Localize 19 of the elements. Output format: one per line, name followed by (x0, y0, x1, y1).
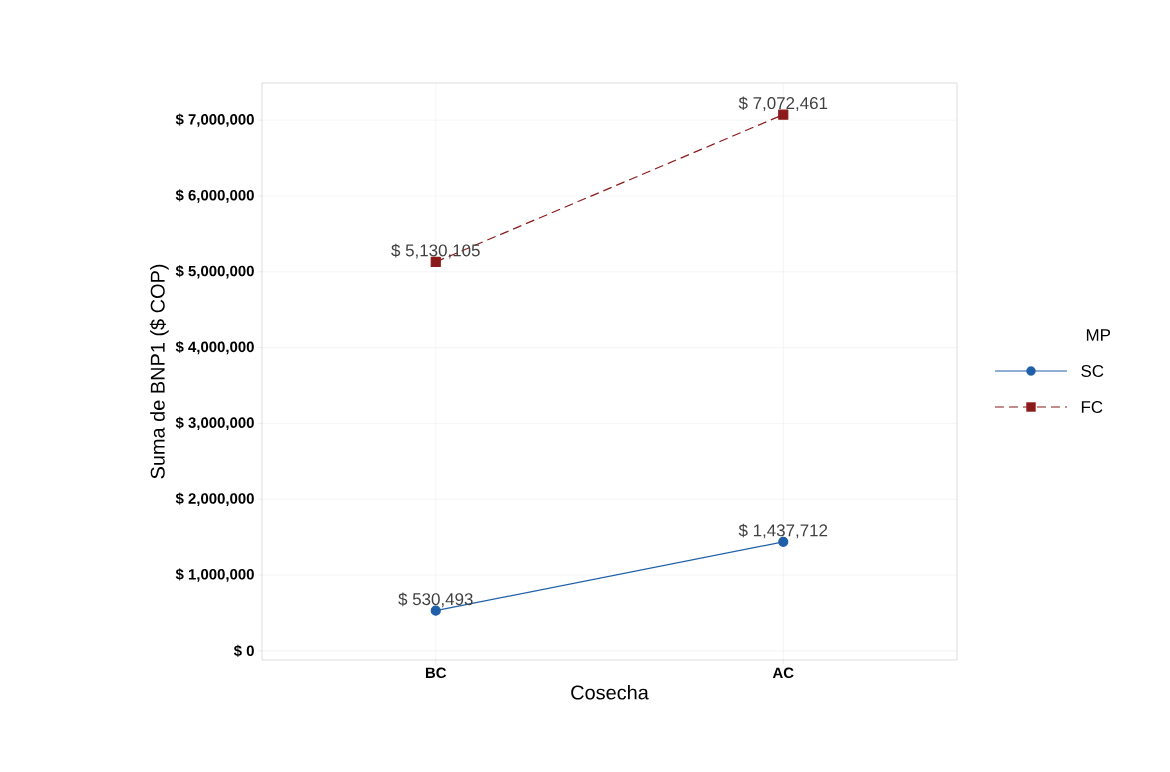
y-tick-label: $ 1,000,000 (175, 568, 254, 582)
legend-label: FC (1081, 400, 1103, 413)
x-axis-title: Cosecha (571, 684, 649, 700)
legend-label: SC (1081, 364, 1104, 377)
y-tick-label: $ 3,000,000 (175, 416, 254, 431)
y-tick-label: $ 7,000,000 (175, 113, 254, 127)
legend-title: MP (1086, 329, 1111, 341)
data-label: $ 530,493 (398, 592, 473, 608)
y-tick-label: $ 2,000,000 (175, 492, 254, 506)
y-tick-label: $ 5,000,000 (175, 265, 254, 279)
y-axis-title: Suma de BNP1 ($ COP) (149, 264, 169, 479)
data-label: $ 7,072,461 (738, 96, 828, 112)
y-tick-label: $ 0 (233, 644, 254, 657)
y-tick-label: $ 4,000,000 (175, 340, 254, 355)
data-label: $ 1,437,712 (738, 523, 828, 539)
data-label: $ 5,130,105 (391, 243, 480, 259)
y-tick-label: $ 6,000,000 (175, 189, 254, 203)
x-tick-label: BC (425, 667, 447, 679)
x-tick-label: AC (772, 667, 794, 679)
